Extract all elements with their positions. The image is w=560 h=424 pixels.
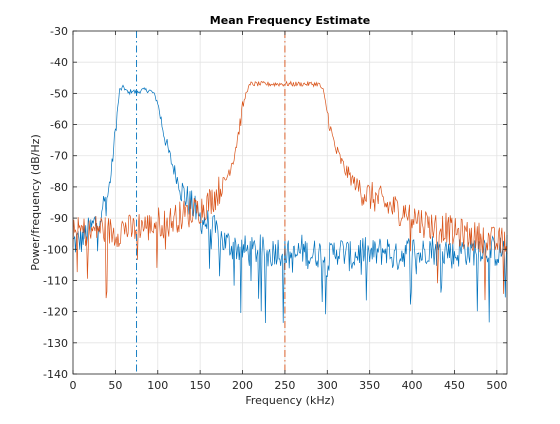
y-tick-label: -130	[43, 337, 68, 350]
y-tick-label: -110	[43, 274, 68, 287]
series-layer	[72, 80, 508, 324]
x-tick-label: 250	[274, 379, 295, 392]
y-tick-label: -70	[50, 150, 68, 163]
x-tick-label: 500	[486, 379, 507, 392]
y-tick-label: -30	[50, 25, 68, 38]
vertical-lines	[136, 31, 286, 374]
ticks: 0 50 100 150 200 250 300 350 400 450 500 -140 -130 -1…	[43, 25, 507, 392]
series-line-2	[72, 80, 508, 301]
y-tick-label: -60	[50, 119, 68, 132]
y-axis-label: Power/frequency (dB/Hz)	[29, 134, 42, 271]
y-tick-label: -40	[50, 56, 68, 69]
y-tick-label: -140	[43, 368, 68, 381]
x-tick-label: 200	[232, 379, 253, 392]
x-tick-label: 0	[70, 379, 77, 392]
x-axis-label: Frequency (kHz)	[245, 394, 334, 407]
series-line-1	[72, 84, 508, 324]
chart-title: Mean Frequency Estimate	[210, 14, 370, 27]
x-tick-label: 300	[317, 379, 338, 392]
x-tick-label: 100	[147, 379, 168, 392]
x-tick-label: 350	[359, 379, 380, 392]
y-tick-label: -120	[43, 306, 68, 319]
x-tick-label: 400	[402, 379, 423, 392]
axes-box	[72, 30, 508, 375]
x-tick-label: 150	[190, 379, 211, 392]
plot-area	[73, 31, 507, 374]
y-tick-label: -100	[43, 243, 68, 256]
y-tick-label: -80	[50, 181, 68, 194]
x-tick-label: 450	[444, 379, 465, 392]
x-tick-label: 50	[108, 379, 122, 392]
y-tick-label: -90	[50, 212, 68, 225]
y-tick-label: -50	[50, 87, 68, 100]
